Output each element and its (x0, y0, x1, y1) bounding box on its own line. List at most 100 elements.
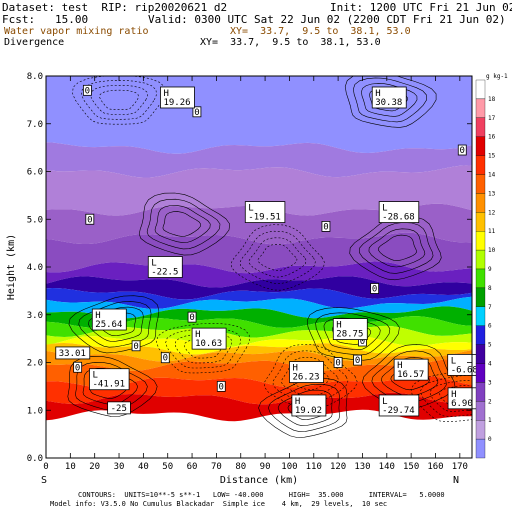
divergence-contour (248, 237, 307, 278)
colorbar-swatch (475, 98, 486, 118)
moisture-band (46, 76, 472, 154)
svg-text:H: H (451, 390, 456, 400)
divergence-contour (264, 343, 358, 410)
colorbar-swatch (475, 136, 486, 156)
divergence-contour (267, 383, 341, 432)
colorbar-level-label: 17 (488, 115, 496, 122)
moisture-band (46, 316, 472, 338)
zero-contour-label: 0 (216, 380, 226, 392)
south-end-label: S (41, 475, 47, 486)
y-tick-label: 5.0 (27, 215, 43, 225)
x-tick-label: 170 (452, 462, 468, 472)
x-tick-label: 90 (260, 462, 271, 472)
colorbar-level-label: 1 (488, 417, 492, 424)
divergence-contour (349, 215, 442, 281)
extremum-label: H10.63 (191, 327, 227, 350)
moisture-band (46, 306, 472, 328)
divergence-contour (81, 80, 157, 120)
svg-text:-28.68: -28.68 (382, 213, 415, 223)
extremum-label: H16.57 (393, 358, 429, 381)
svg-text:0: 0 (163, 354, 168, 364)
moisture-band (46, 375, 472, 405)
zero-contour-label: 0 (192, 106, 202, 118)
svg-text:28.75: 28.75 (336, 330, 363, 340)
svg-text:26.23: 26.23 (292, 373, 319, 383)
y-tick-label: 3.0 (27, 311, 43, 321)
svg-text:0: 0 (75, 363, 80, 373)
extremum-label: -25 (107, 401, 131, 415)
svg-text:-6.68: -6.68 (451, 365, 478, 375)
svg-text:0: 0 (189, 313, 194, 323)
svg-text:L: L (451, 356, 456, 366)
svg-text:30.38: 30.38 (375, 98, 402, 108)
y-tick-label: 1.0 (27, 406, 43, 416)
svg-text:H: H (295, 397, 300, 407)
colorbar-swatch (475, 287, 486, 307)
divergence-contour (358, 222, 434, 274)
colorbar-swatch (475, 325, 486, 345)
colorbar-level-label: 7 (488, 304, 492, 311)
svg-text:L: L (248, 204, 253, 214)
svg-text:19.02: 19.02 (295, 406, 322, 416)
colorbar-level-label: 8 (488, 285, 492, 292)
x-tick-label: 0 (43, 462, 48, 472)
y-tick-label: 6.0 (27, 168, 43, 178)
zero-contour-label: 0 (85, 213, 95, 225)
extremum-label: L-19.51 (244, 201, 286, 223)
divergence-contour (344, 76, 437, 128)
moisture-band (46, 343, 472, 362)
colorbar-level-label: 14 (488, 172, 496, 179)
colorbar-swatch (475, 249, 486, 270)
divergence-contour (352, 77, 427, 123)
field2-label: Divergence (4, 37, 65, 48)
divergence-contour (67, 355, 158, 417)
x-tick-label: 100 (281, 462, 297, 472)
colorbar-level-label: 6 (488, 323, 492, 330)
moisture-band (46, 350, 472, 371)
extremum-label: 33.01 (55, 346, 91, 360)
divergence-contour (68, 295, 160, 354)
colorbar-level-label: 18 (488, 96, 496, 103)
extremum-label: H25.64 (91, 308, 127, 331)
svg-text:H: H (397, 361, 402, 371)
divergence-contour (162, 211, 201, 237)
svg-text:H: H (95, 311, 100, 321)
divergence-contour (138, 192, 231, 256)
moisture-band (46, 276, 472, 300)
zero-contour-label: 0 (321, 221, 331, 232)
divergence-contour (290, 363, 330, 391)
svg-text:L: L (382, 204, 387, 214)
divergence-contour (306, 307, 400, 361)
field1-label: Water vapor mixing ratio (4, 26, 149, 37)
colorbar-swatch (475, 193, 486, 213)
svg-text:0: 0 (335, 359, 340, 369)
zero-contour-label: 0 (370, 283, 380, 294)
x-tick-label: 50 (162, 462, 173, 472)
zero-contour-label: 0 (353, 354, 362, 366)
colorbar-level-label: 0 (488, 436, 492, 443)
colorbar-swatch (475, 438, 486, 459)
svg-text:-29.74: -29.74 (382, 406, 415, 416)
svg-text:0: 0 (219, 382, 224, 392)
x-axis-title: Distance (km) (220, 475, 298, 486)
zero-contour-label: 0 (187, 311, 197, 323)
divergence-contour (277, 389, 333, 426)
x-tick-label: 130 (354, 462, 370, 472)
colorbar-level-label: 12 (488, 209, 496, 216)
x-tick-label: 60 (187, 462, 198, 472)
zero-contour-label: 0 (160, 352, 170, 364)
forecast-hour-label: Fcst: 15.00 (2, 13, 89, 26)
x-tick-label: 40 (138, 462, 149, 472)
svg-text:0: 0 (460, 146, 465, 156)
svg-text:L: L (151, 259, 156, 269)
colorbar-level-label: 4 (488, 361, 492, 368)
svg-text:0: 0 (372, 284, 377, 294)
zero-contour-label: 0 (73, 361, 83, 373)
colorbar-level-label: 13 (488, 190, 496, 197)
extremum-label: H19.26 (160, 86, 195, 109)
zero-contour-label: 0 (333, 357, 343, 369)
y-tick-label: 0.0 (27, 454, 43, 464)
dataset-label: Dataset: test RIP: rip20020621 d2 (2, 1, 228, 14)
colorbar-swatch (475, 212, 486, 232)
